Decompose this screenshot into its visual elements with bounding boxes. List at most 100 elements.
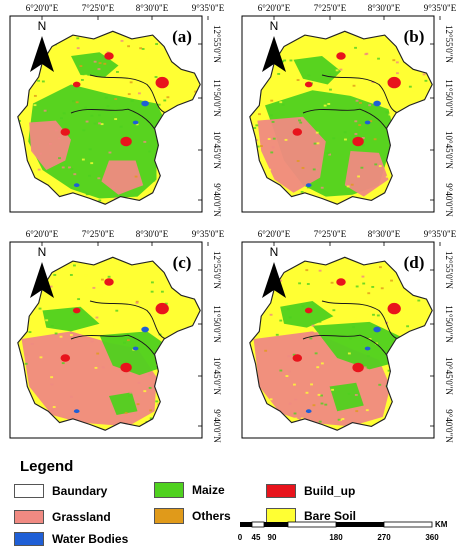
speckle: [301, 305, 305, 308]
lat-tick-label: 12°55'0"N: [444, 25, 454, 63]
north-arrow-shape: [262, 36, 286, 72]
speckle: [306, 186, 310, 189]
speckle: [143, 390, 147, 393]
speckle: [361, 275, 365, 278]
speckle: [82, 129, 86, 132]
speckle: [294, 398, 298, 401]
scale-seg-2: [251, 521, 265, 528]
lat-tick-label: 9°40'0"N: [212, 183, 222, 217]
speckle: [379, 266, 382, 269]
speckle: [80, 78, 84, 81]
water-body: [364, 120, 371, 125]
map-panel-d: 6°20'0"E 7°25'0"E 8°30'0"E 9°35'0"E 12°55'0"…: [234, 226, 466, 448]
speckle: [50, 376, 54, 379]
build-up-patch: [304, 81, 313, 88]
speckle: [33, 94, 37, 97]
speckle: [361, 137, 365, 139]
speckle: [136, 403, 140, 406]
water-body: [373, 100, 381, 107]
map-frame-a: 6°20'0"E 7°25'0"E 8°30'0"E 9°35'0"E 12°55'0"…: [9, 3, 225, 217]
speckle: [267, 138, 271, 140]
lat-tick-label: 11°50'0"N: [212, 79, 222, 117]
state-boundary: [249, 30, 433, 205]
landcover: [249, 31, 437, 205]
speckle: [166, 96, 170, 99]
maize-patch: [293, 56, 341, 85]
speckle: [277, 73, 281, 75]
speckle: [361, 272, 365, 275]
speckle: [126, 339, 130, 342]
speckle: [61, 362, 65, 365]
speckle: [355, 99, 359, 102]
water-body: [305, 409, 312, 414]
speckle: [352, 84, 356, 87]
build-up-patch: [155, 302, 169, 315]
speckle: [98, 62, 102, 65]
speckle: [69, 334, 73, 336]
speckle: [434, 166, 437, 168]
lon-tick-label: 6°20'0"E: [26, 3, 59, 13]
speckle: [380, 287, 384, 290]
legend-label-maize: Maize: [192, 483, 225, 497]
speckle: [385, 175, 389, 178]
lon-tick-label: 8°30'0"E: [136, 3, 169, 13]
speckle: [157, 103, 161, 106]
scale-tick-label: 90: [268, 533, 277, 542]
speckle: [368, 338, 372, 340]
speckle: [281, 103, 285, 106]
speckle: [100, 123, 104, 126]
speckle: [255, 124, 259, 127]
speckle: [97, 68, 101, 71]
speckle: [307, 74, 311, 77]
speckle: [90, 283, 94, 286]
speckle: [271, 120, 275, 123]
speckle: [53, 274, 57, 276]
speckle: [357, 175, 360, 178]
speckle: [287, 355, 291, 358]
speckle: [312, 168, 316, 171]
speckle: [54, 129, 58, 132]
speckle: [93, 60, 97, 63]
lon-tick-label: 9°35'0"E: [424, 3, 457, 13]
speckle: [164, 302, 168, 305]
speckle: [160, 290, 164, 293]
speckle: [88, 174, 91, 177]
legend-item-bare-soil: Bare Soil: [266, 508, 356, 524]
speckle: [310, 383, 313, 386]
legend-title: Legend: [20, 458, 74, 475]
speckle: [37, 79, 41, 82]
speckle: [316, 366, 320, 369]
water-body: [141, 326, 149, 333]
speckle: [328, 73, 332, 76]
speckle: [353, 317, 357, 320]
scale-tick-label: 270: [377, 533, 391, 542]
water-body: [132, 120, 139, 125]
speckle: [38, 307, 42, 310]
speckle: [130, 99, 134, 102]
speckle: [358, 124, 362, 127]
speckle: [194, 90, 197, 93]
speckle: [123, 341, 126, 344]
speckle: [272, 137, 276, 140]
speckle: [406, 325, 410, 328]
speckle: [373, 99, 377, 102]
water-body: [305, 183, 312, 188]
north-arrow-icon: [30, 262, 54, 298]
speckle: [293, 383, 296, 386]
speckle: [70, 168, 74, 171]
speckle: [304, 267, 308, 270]
grassland-patch: [344, 151, 389, 197]
state-boundary: [17, 30, 201, 205]
speckle: [141, 48, 145, 50]
water-body: [132, 346, 139, 351]
lat-tick-label: 10°45'0"N: [212, 357, 222, 395]
speckle: [151, 308, 155, 311]
speckle: [95, 316, 99, 319]
legend-swatch-boundary: [14, 484, 44, 498]
speckle: [288, 402, 292, 405]
speckle: [391, 277, 395, 280]
speckle: [114, 98, 118, 100]
speckle: [59, 335, 63, 338]
speckle: [254, 110, 258, 113]
build-up-patch: [387, 302, 401, 315]
